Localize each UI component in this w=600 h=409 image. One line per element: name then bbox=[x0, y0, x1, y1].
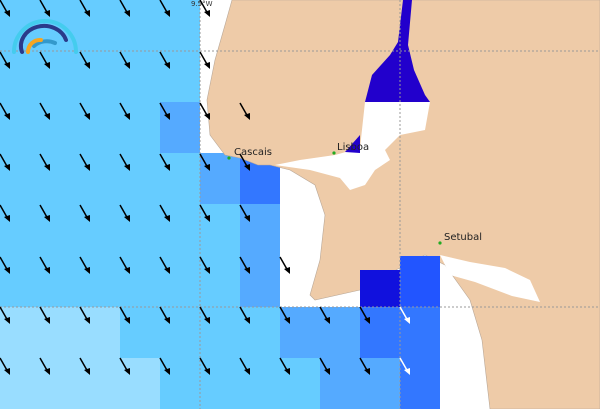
place-setubal[interactable]: Setubal bbox=[438, 232, 482, 245]
arrow-icon bbox=[199, 306, 210, 324]
arrow-icon bbox=[39, 204, 50, 222]
arrow-icon bbox=[79, 306, 90, 324]
arrow-icon bbox=[119, 51, 130, 69]
arrow-icon bbox=[159, 204, 170, 222]
arrow-icon bbox=[199, 0, 210, 17]
arrow-icon bbox=[79, 51, 90, 69]
arrow-icon bbox=[199, 256, 210, 274]
arrow-icon bbox=[159, 357, 170, 375]
setubal-cell bbox=[400, 256, 440, 307]
wave-cell bbox=[0, 358, 160, 409]
place-lisboa[interactable]: Lisboa bbox=[332, 142, 369, 155]
arrow-icon bbox=[239, 102, 250, 120]
arrow-icon bbox=[159, 0, 170, 17]
wave-cell bbox=[400, 358, 440, 409]
arrow-icon bbox=[199, 102, 210, 120]
arrow-icon bbox=[199, 204, 210, 222]
arrow-icon bbox=[159, 153, 170, 171]
arrow-icon bbox=[39, 0, 50, 17]
arrow-icon bbox=[399, 306, 410, 324]
arrow-icon bbox=[239, 204, 250, 222]
wave-cell bbox=[240, 204, 280, 307]
arrow-icon bbox=[0, 256, 10, 274]
arrow-icon bbox=[399, 357, 410, 375]
arrow-icon bbox=[199, 51, 210, 69]
arrow-icon bbox=[359, 357, 370, 375]
arrow-icon bbox=[199, 357, 210, 375]
logo-icon bbox=[12, 19, 78, 54]
wave-cell bbox=[320, 358, 400, 409]
arrow-icon bbox=[319, 357, 330, 375]
arrow-icon bbox=[279, 306, 290, 324]
place-label: Lisboa bbox=[337, 142, 369, 153]
arrow-icon bbox=[79, 153, 90, 171]
arrow-icon bbox=[0, 204, 10, 222]
arrow-icon bbox=[39, 357, 50, 375]
place-dot bbox=[332, 151, 336, 155]
arrow-icon bbox=[239, 153, 250, 171]
arrow-icon bbox=[0, 306, 10, 324]
arrow-icon bbox=[279, 256, 290, 274]
arrow-icon bbox=[0, 153, 10, 171]
place-dot bbox=[227, 156, 231, 160]
arrow-icon bbox=[39, 306, 50, 324]
arrow-icon bbox=[0, 357, 10, 375]
arrow-icon bbox=[239, 306, 250, 324]
arrow-icon bbox=[119, 153, 130, 171]
arrow-icon bbox=[119, 357, 130, 375]
arrow-icon bbox=[159, 256, 170, 274]
wave-cell bbox=[200, 153, 240, 204]
arrow-icon bbox=[39, 256, 50, 274]
arrow-icon bbox=[279, 357, 290, 375]
arrow-icon bbox=[0, 51, 10, 69]
arrow-icon bbox=[39, 51, 50, 69]
wave-direction-arrows bbox=[0, 0, 410, 375]
place-label: Setubal bbox=[444, 232, 482, 243]
arrow-icon bbox=[39, 153, 50, 171]
place-cascais[interactable]: Cascais bbox=[227, 147, 272, 160]
arrow-icon bbox=[119, 306, 130, 324]
arrow-icon bbox=[119, 0, 130, 17]
wave-cell bbox=[160, 102, 200, 153]
arrow-icon bbox=[239, 357, 250, 375]
arrow-icon bbox=[79, 357, 90, 375]
arrow-icon bbox=[119, 204, 130, 222]
arrow-icon bbox=[319, 306, 330, 324]
place-dot bbox=[438, 241, 442, 245]
wave-cell bbox=[0, 307, 120, 358]
arrow-icon bbox=[159, 306, 170, 324]
arrow-icon bbox=[119, 102, 130, 120]
arrow-icon bbox=[79, 204, 90, 222]
arrow-icon bbox=[0, 102, 10, 120]
arrow-icon bbox=[39, 102, 50, 120]
arrow-icon bbox=[159, 102, 170, 120]
arrow-icon bbox=[79, 0, 90, 17]
wave-cell bbox=[160, 358, 320, 409]
arrow-icon bbox=[79, 256, 90, 274]
place-label: Cascais bbox=[234, 147, 272, 158]
wave-cell bbox=[200, 204, 240, 307]
setubal-cell-dark bbox=[360, 270, 400, 307]
arrow-icon bbox=[159, 51, 170, 69]
tagus-estuary bbox=[275, 102, 430, 190]
arrow-icon bbox=[239, 256, 250, 274]
arrow-icon bbox=[0, 0, 10, 17]
arrow-icon bbox=[359, 306, 370, 324]
setubal-estuary bbox=[440, 255, 540, 302]
arrow-icon bbox=[199, 153, 210, 171]
wave-cell bbox=[280, 307, 360, 358]
lisboa-cell bbox=[345, 135, 360, 153]
arrow-icon bbox=[119, 256, 130, 274]
arrow-icon bbox=[79, 102, 90, 120]
